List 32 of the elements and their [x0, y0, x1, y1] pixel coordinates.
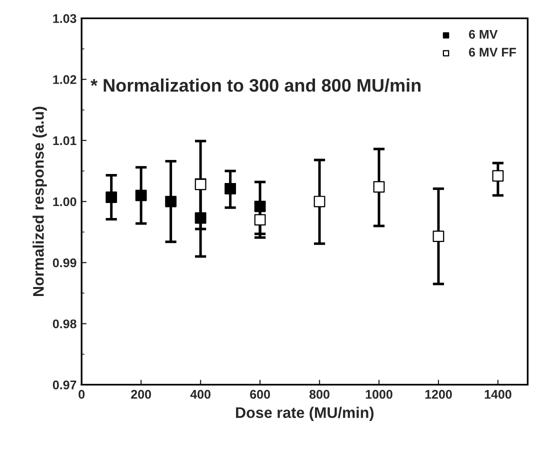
y-tick-label: 0.98 — [52, 319, 76, 328]
y-tick-label: 1.00 — [53, 197, 76, 206]
x-axis-title: Dose rate (MU/min) — [236, 406, 374, 422]
x-tick-label: 1200 — [425, 390, 452, 399]
x-tick-label: 600 — [250, 390, 270, 399]
point — [492, 170, 504, 182]
point — [135, 190, 147, 202]
point — [254, 214, 266, 226]
point — [165, 196, 177, 208]
y-tick-label: 0.99 — [52, 258, 76, 268]
point — [194, 178, 206, 190]
x-tick-label: 1400 — [484, 390, 512, 399]
y-tick-label: 1.03 — [53, 14, 76, 23]
point — [224, 182, 236, 194]
y-tick-label: 1.02 — [53, 75, 76, 84]
y-tick-label: 0.97 — [52, 380, 76, 390]
x-tick-label: 800 — [309, 390, 330, 399]
point — [432, 230, 444, 242]
point — [254, 200, 266, 212]
x-tick-label: 0 — [78, 390, 85, 399]
x-tick-label: 200 — [131, 390, 151, 399]
y-axis-title: Normalized response (a.u) — [32, 106, 47, 296]
annotation: * Normalization to 300 and 800 MU/min — [90, 78, 420, 92]
point — [373, 181, 385, 193]
point — [194, 212, 206, 224]
point — [106, 192, 118, 203]
y-tick-label: 1.01 — [53, 136, 76, 146]
legend-label: 6 MV FF — [468, 48, 516, 57]
point — [314, 196, 326, 208]
x-tick-label: 1000 — [366, 390, 392, 399]
legend-label: 6 MV — [468, 30, 498, 39]
x-tick-label: 400 — [190, 390, 210, 399]
